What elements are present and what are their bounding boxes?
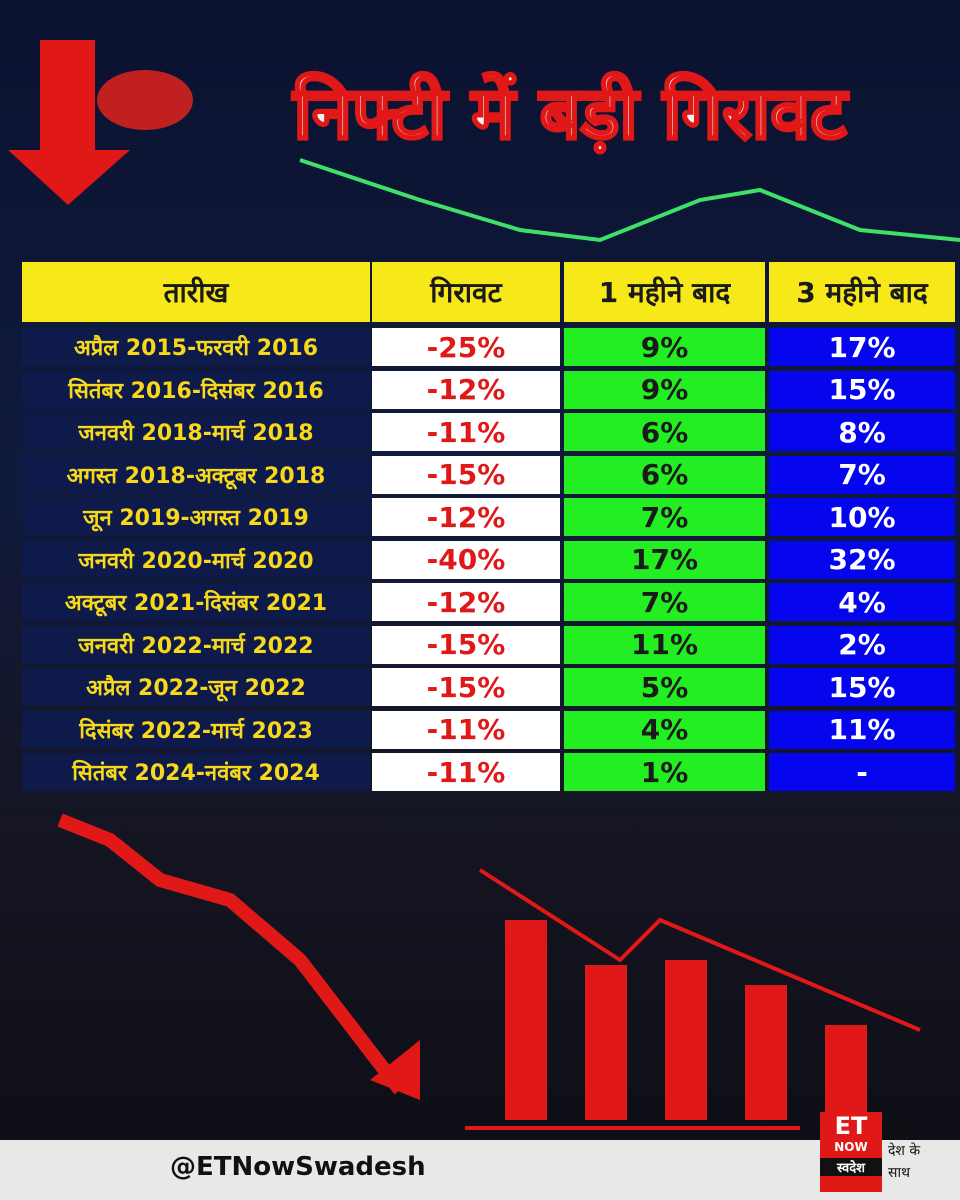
decor-arrowhead — [370, 1040, 420, 1100]
table-cell: -11% — [372, 753, 560, 791]
table-cell: जनवरी 2018-मार्च 2018 — [22, 413, 370, 451]
table-cell: 6% — [564, 413, 765, 451]
table-cell: 11% — [564, 625, 765, 664]
table-cell: -40% — [372, 540, 560, 579]
table-cell: -15% — [372, 455, 560, 494]
table-cell: 9% — [564, 328, 765, 366]
table-cell: -11% — [372, 710, 560, 749]
table-cell: -25% — [372, 328, 560, 366]
logo-top: ET — [834, 1112, 868, 1140]
table-cell: दिसंबर 2022-मार्च 2023 — [22, 710, 370, 749]
table-cell: 15% — [769, 668, 955, 706]
social-handle: @ETNowSwadesh — [170, 1152, 426, 1182]
table-cell: -12% — [372, 583, 560, 621]
table-cell: -12% — [372, 498, 560, 536]
tagline: बढ़ो देश के साथ — [888, 1118, 920, 1184]
tagline-line: बढ़ो — [888, 1121, 908, 1137]
table-cell: 4% — [564, 710, 765, 749]
logo-mid: NOW — [834, 1140, 868, 1154]
table-cell: 9% — [564, 370, 765, 409]
decor-line — [299, 158, 960, 243]
table-cell: सितंबर 2016-दिसंबर 2016 — [22, 370, 370, 409]
column-header: 1 महीने बाद — [564, 262, 765, 322]
decor-arrow — [57, 813, 406, 1095]
down-arrow-icon — [8, 40, 130, 205]
table-cell: अगस्त 2018-अक्टूबर 2018 — [22, 455, 370, 494]
tagline-line: देश के — [888, 1143, 921, 1159]
column-header: गिरावट — [372, 262, 560, 322]
tagline-line: साथ — [888, 1165, 911, 1181]
table-cell: 15% — [769, 370, 955, 409]
table-cell: 11% — [769, 710, 955, 749]
table-cell: 1% — [564, 753, 765, 791]
table-cell: जनवरी 2020-मार्च 2020 — [22, 540, 370, 579]
table-cell: 32% — [769, 540, 955, 579]
column-header: 3 महीने बाद — [769, 262, 955, 322]
table-cell: 17% — [769, 328, 955, 366]
table-cell: - — [769, 753, 955, 791]
column-header: तारीख — [22, 262, 370, 322]
table-cell: -15% — [372, 625, 560, 664]
table-cell: 10% — [769, 498, 955, 536]
table-cell: 7% — [564, 583, 765, 621]
table-cell: 5% — [564, 668, 765, 706]
table-cell: 7% — [564, 498, 765, 536]
table-cell: 6% — [564, 455, 765, 494]
table-cell: -15% — [372, 668, 560, 706]
table-cell: 17% — [564, 540, 765, 579]
table-cell: अक्टूबर 2021-दिसंबर 2021 — [22, 583, 370, 621]
table-cell: सितंबर 2024-नवंबर 2024 — [22, 753, 370, 791]
table-cell: 8% — [769, 413, 955, 451]
decor-bars — [505, 920, 867, 1120]
title: निफ्टी में बड़ी गिरावट — [292, 70, 848, 157]
table-cell: जून 2019-अगस्त 2019 — [22, 498, 370, 536]
table-cell: -12% — [372, 370, 560, 409]
logo: ET NOW स्वदेश — [820, 1112, 882, 1192]
table-cell: -11% — [372, 413, 560, 451]
table-cell: 7% — [769, 455, 955, 494]
table-cell: 4% — [769, 583, 955, 621]
footer — [0, 1140, 960, 1200]
table-cell: अप्रैल 2022-जून 2022 — [22, 668, 370, 706]
logo-bottom: स्वदेश — [820, 1158, 882, 1176]
table-cell: अप्रैल 2015-फरवरी 2016 — [22, 328, 370, 366]
bear-icon — [97, 70, 193, 130]
table-cell: 2% — [769, 625, 955, 664]
table-cell: जनवरी 2022-मार्च 2022 — [22, 625, 370, 664]
decor-trend — [478, 868, 921, 1032]
